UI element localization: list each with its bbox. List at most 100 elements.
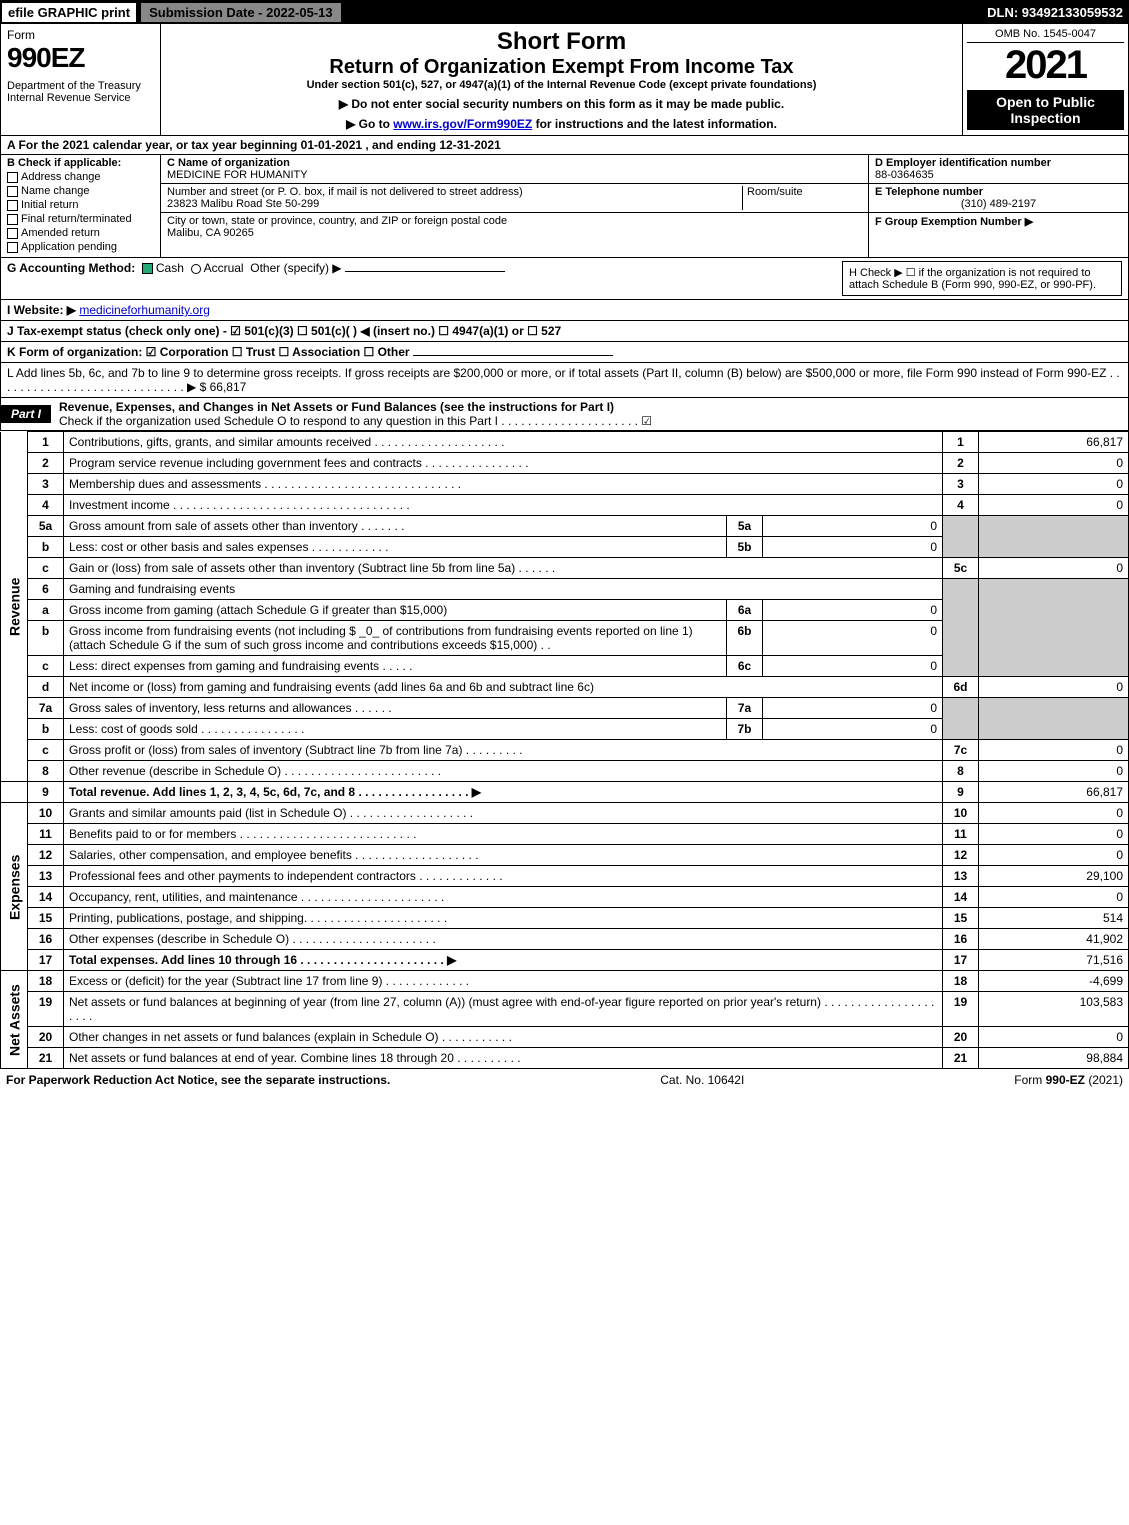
l9-num: 9 [28, 782, 64, 803]
section-revenue: Revenue [1, 432, 28, 782]
l12-amt: 0 [979, 845, 1129, 866]
l14-num: 14 [28, 887, 64, 908]
l7a-midamt: 0 [763, 698, 943, 719]
l6-desc: Gaming and fundraising events [64, 579, 943, 600]
efile-print-button[interactable]: efile GRAPHIC print [2, 3, 136, 22]
l5b-desc: Less: cost or other basis and sales expe… [64, 537, 727, 558]
l5c-num: c [28, 558, 64, 579]
g-other-input[interactable] [345, 271, 505, 272]
l16-num: 16 [28, 929, 64, 950]
title-return-of: Return of Organization Exempt From Incom… [167, 56, 956, 79]
l5b-midamt: 0 [763, 537, 943, 558]
l14-desc: Occupancy, rent, utilities, and maintena… [64, 887, 943, 908]
l20-amt: 0 [979, 1027, 1129, 1048]
l19-rnum: 19 [943, 992, 979, 1027]
l13-desc: Professional fees and other payments to … [64, 866, 943, 887]
l19-amt: 103,583 [979, 992, 1129, 1027]
tax-year: 2021 [967, 43, 1124, 88]
note-goto: ▶ Go to www.irs.gov/Form990EZ for instru… [167, 117, 956, 131]
l7a-desc: Gross sales of inventory, less returns a… [64, 698, 727, 719]
l15-desc: Printing, publications, postage, and shi… [64, 908, 943, 929]
g-cash: Cash [156, 261, 184, 275]
l17-desc: Total expenses. Add lines 10 through 16 … [64, 950, 943, 971]
h-text: H Check ▶ ☐ if the organization is not r… [849, 267, 1096, 291]
l18-amt: -4,699 [979, 971, 1129, 992]
l5c-desc: Gain or (loss) from sale of assets other… [64, 558, 943, 579]
l6d-num: d [28, 677, 64, 698]
k-other-input[interactable] [413, 355, 613, 356]
l7c-desc: Gross profit or (loss) from sales of inv… [64, 740, 943, 761]
l12-rnum: 12 [943, 845, 979, 866]
l6d-desc: Net income or (loss) from gaming and fun… [64, 677, 943, 698]
note2-post: for instructions and the latest informat… [536, 117, 777, 131]
note-no-ssn: ▶ Do not enter social security numbers o… [167, 97, 956, 111]
l9-amt: 66,817 [979, 782, 1129, 803]
i-label: I Website: ▶ [7, 303, 76, 317]
l6b-num: b [28, 621, 64, 656]
l6a-num: a [28, 600, 64, 621]
l17-num: 17 [28, 950, 64, 971]
section-net-assets: Net Assets [1, 971, 28, 1069]
l6b-midamt: 0 [763, 621, 943, 656]
section-bcdef: B Check if applicable: Address change Na… [0, 155, 1129, 258]
chk-accrual[interactable] [191, 264, 201, 274]
l19-num: 19 [28, 992, 64, 1027]
l10-rnum: 10 [943, 803, 979, 824]
l12-desc: Salaries, other compensation, and employ… [64, 845, 943, 866]
website-link[interactable]: medicineforhumanity.org [79, 303, 210, 317]
city-label: City or town, state or province, country… [167, 215, 507, 227]
b-label: B Check if applicable: [7, 157, 154, 169]
chk-final-return[interactable]: Final return/terminated [7, 213, 154, 225]
lines-table: Revenue 1 Contributions, gifts, grants, … [0, 431, 1129, 1069]
top-bar: efile GRAPHIC print Submission Date - 20… [0, 0, 1129, 24]
chk-address-change[interactable]: Address change [7, 171, 154, 183]
l20-desc: Other changes in net assets or fund bala… [64, 1027, 943, 1048]
form-number: 990EZ [7, 42, 154, 74]
omb-number: OMB No. 1545-0047 [967, 28, 1124, 43]
footer-right-pre: Form [1014, 1073, 1045, 1087]
chk-initial-return-label: Initial return [21, 199, 78, 211]
title-short-form: Short Form [167, 28, 956, 56]
dept-treasury: Department of the Treasury Internal Reve… [7, 80, 154, 104]
chk-name-change[interactable]: Name change [7, 185, 154, 197]
l7c-num: c [28, 740, 64, 761]
l6a-mid: 6a [727, 600, 763, 621]
chk-initial-return[interactable]: Initial return [7, 199, 154, 211]
l6d-rnum: 6d [943, 677, 979, 698]
l13-rnum: 13 [943, 866, 979, 887]
l5c-rnum: 5c [943, 558, 979, 579]
l6b-mid: 6b [727, 621, 763, 656]
l5ab-grey [943, 516, 979, 558]
chk-application-pending[interactable]: Application pending [7, 241, 154, 253]
l7ab-grey [943, 698, 979, 740]
g-other: Other (specify) ▶ [250, 261, 341, 275]
l1-rnum: 1 [943, 432, 979, 453]
l12-num: 12 [28, 845, 64, 866]
l7b-mid: 7b [727, 719, 763, 740]
l14-amt: 0 [979, 887, 1129, 908]
l7b-midamt: 0 [763, 719, 943, 740]
part-i-title: Revenue, Expenses, and Changes in Net As… [59, 400, 614, 414]
l2-rnum: 2 [943, 453, 979, 474]
l1-desc: Contributions, gifts, grants, and simila… [64, 432, 943, 453]
l11-amt: 0 [979, 824, 1129, 845]
subtitle-under-section: Under section 501(c), 527, or 4947(a)(1)… [167, 79, 956, 91]
l5b-mid: 5b [727, 537, 763, 558]
l20-num: 20 [28, 1027, 64, 1048]
d-label: D Employer identification number [875, 157, 1051, 169]
room-label: Room/suite [747, 186, 803, 198]
l10-num: 10 [28, 803, 64, 824]
l8-num: 8 [28, 761, 64, 782]
chk-amended-return[interactable]: Amended return [7, 227, 154, 239]
l1-num: 1 [28, 432, 64, 453]
header-center: Short Form Return of Organization Exempt… [161, 24, 963, 135]
l18-num: 18 [28, 971, 64, 992]
footer-right-post: (2021) [1088, 1073, 1123, 1087]
submission-date: Submission Date - 2022-05-13 [140, 2, 342, 23]
l7b-desc: Less: cost of goods sold . . . . . . . .… [64, 719, 727, 740]
row-a-tax-year: A For the 2021 calendar year, or tax yea… [0, 136, 1129, 155]
chk-cash[interactable] [142, 263, 153, 274]
l5b-num: b [28, 537, 64, 558]
part-i-header: Part I Revenue, Expenses, and Changes in… [0, 398, 1129, 431]
irs-link[interactable]: www.irs.gov/Form990EZ [393, 117, 532, 131]
